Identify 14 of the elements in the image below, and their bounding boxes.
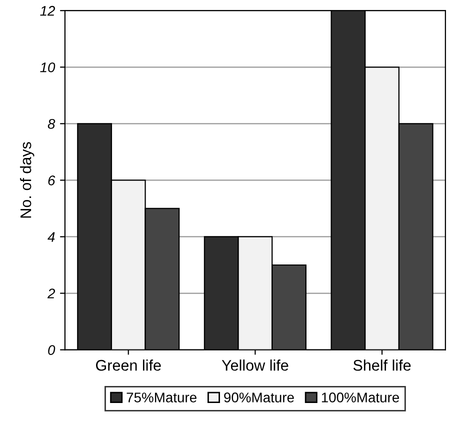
legend-label: 90%Mature	[224, 392, 294, 402]
y-tick-label: 12	[40, 6, 56, 16]
y-tick-label: 0	[48, 345, 56, 355]
x-tick-label: Shelf life	[353, 360, 411, 371]
y-axis-title: No. of days	[20, 142, 34, 218]
x-tick-label: Yellow life	[222, 360, 288, 371]
x-tick-label: Green life	[96, 360, 161, 371]
y-tick-label: 2	[47, 288, 56, 298]
legend-label: 75%Mature	[126, 392, 196, 402]
y-tick-label: 4	[48, 232, 55, 242]
legend-label: 100%Mature	[322, 392, 400, 402]
y-tick-label: 8	[48, 119, 56, 129]
y-tick-label: 6	[48, 176, 56, 186]
y-tick-label: 10	[40, 62, 56, 72]
